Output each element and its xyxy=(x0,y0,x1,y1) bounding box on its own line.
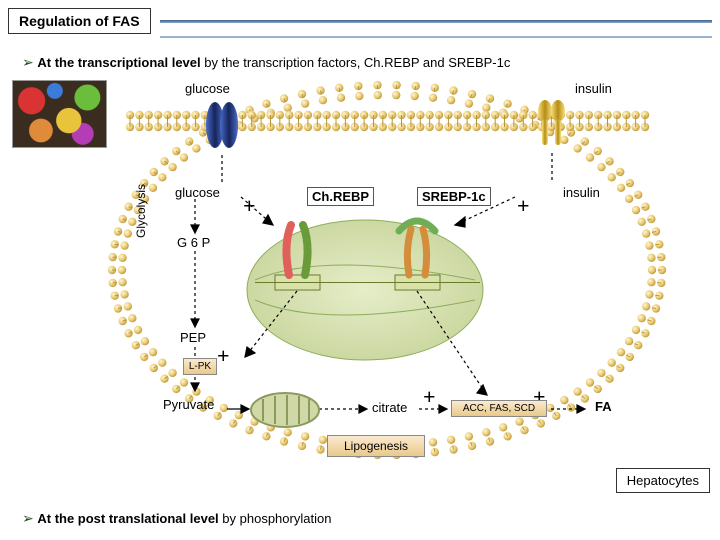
candy-photo xyxy=(12,80,107,148)
bullet-posttranslational: ➢ At the post translational level by pho… xyxy=(22,510,331,527)
label-chrebp: Ch.REBP xyxy=(307,187,374,206)
bullet-transcriptional: ➢ At the transcriptional level by the tr… xyxy=(22,54,510,71)
label-srebp: SREBP-1c xyxy=(417,187,491,206)
enzyme-lpk: L-PK xyxy=(183,358,217,375)
label-citrate: citrate xyxy=(372,400,407,415)
label-insulin-top: insulin xyxy=(575,81,612,96)
label-pyruvate: Pyruvate xyxy=(163,397,214,412)
label-glucose-top: glucose xyxy=(185,81,230,96)
label-hepatocytes: Hepatocytes xyxy=(616,468,710,493)
header-subrule xyxy=(160,36,712,38)
label-pep: PEP xyxy=(180,330,206,345)
label-glycolysis: Glycolysis xyxy=(134,220,220,238)
label-glucose-in: glucose xyxy=(175,185,220,200)
cell-svg xyxy=(105,75,670,475)
label-insulin-in: insulin xyxy=(563,185,600,200)
enzyme-acc-fas-scd: ACC, FAS, SCD xyxy=(451,400,547,417)
page-title: Regulation of FAS xyxy=(8,8,151,34)
label-lipogenesis: Lipogenesis xyxy=(327,435,425,457)
plus-lpk: + xyxy=(217,343,230,369)
bullet-arrow-icon-2: ➢ xyxy=(22,510,34,526)
plus-glucose-chrebp: + xyxy=(243,193,256,219)
bullet-arrow-icon: ➢ xyxy=(22,54,34,70)
plus-citrate: + xyxy=(423,384,436,410)
plus-insulin-srebp: + xyxy=(517,193,530,219)
cell-diagram: glucose insulin glucose insulin Ch.REBP … xyxy=(105,75,670,475)
header-rule xyxy=(160,20,712,23)
label-fa: FA xyxy=(595,399,612,414)
